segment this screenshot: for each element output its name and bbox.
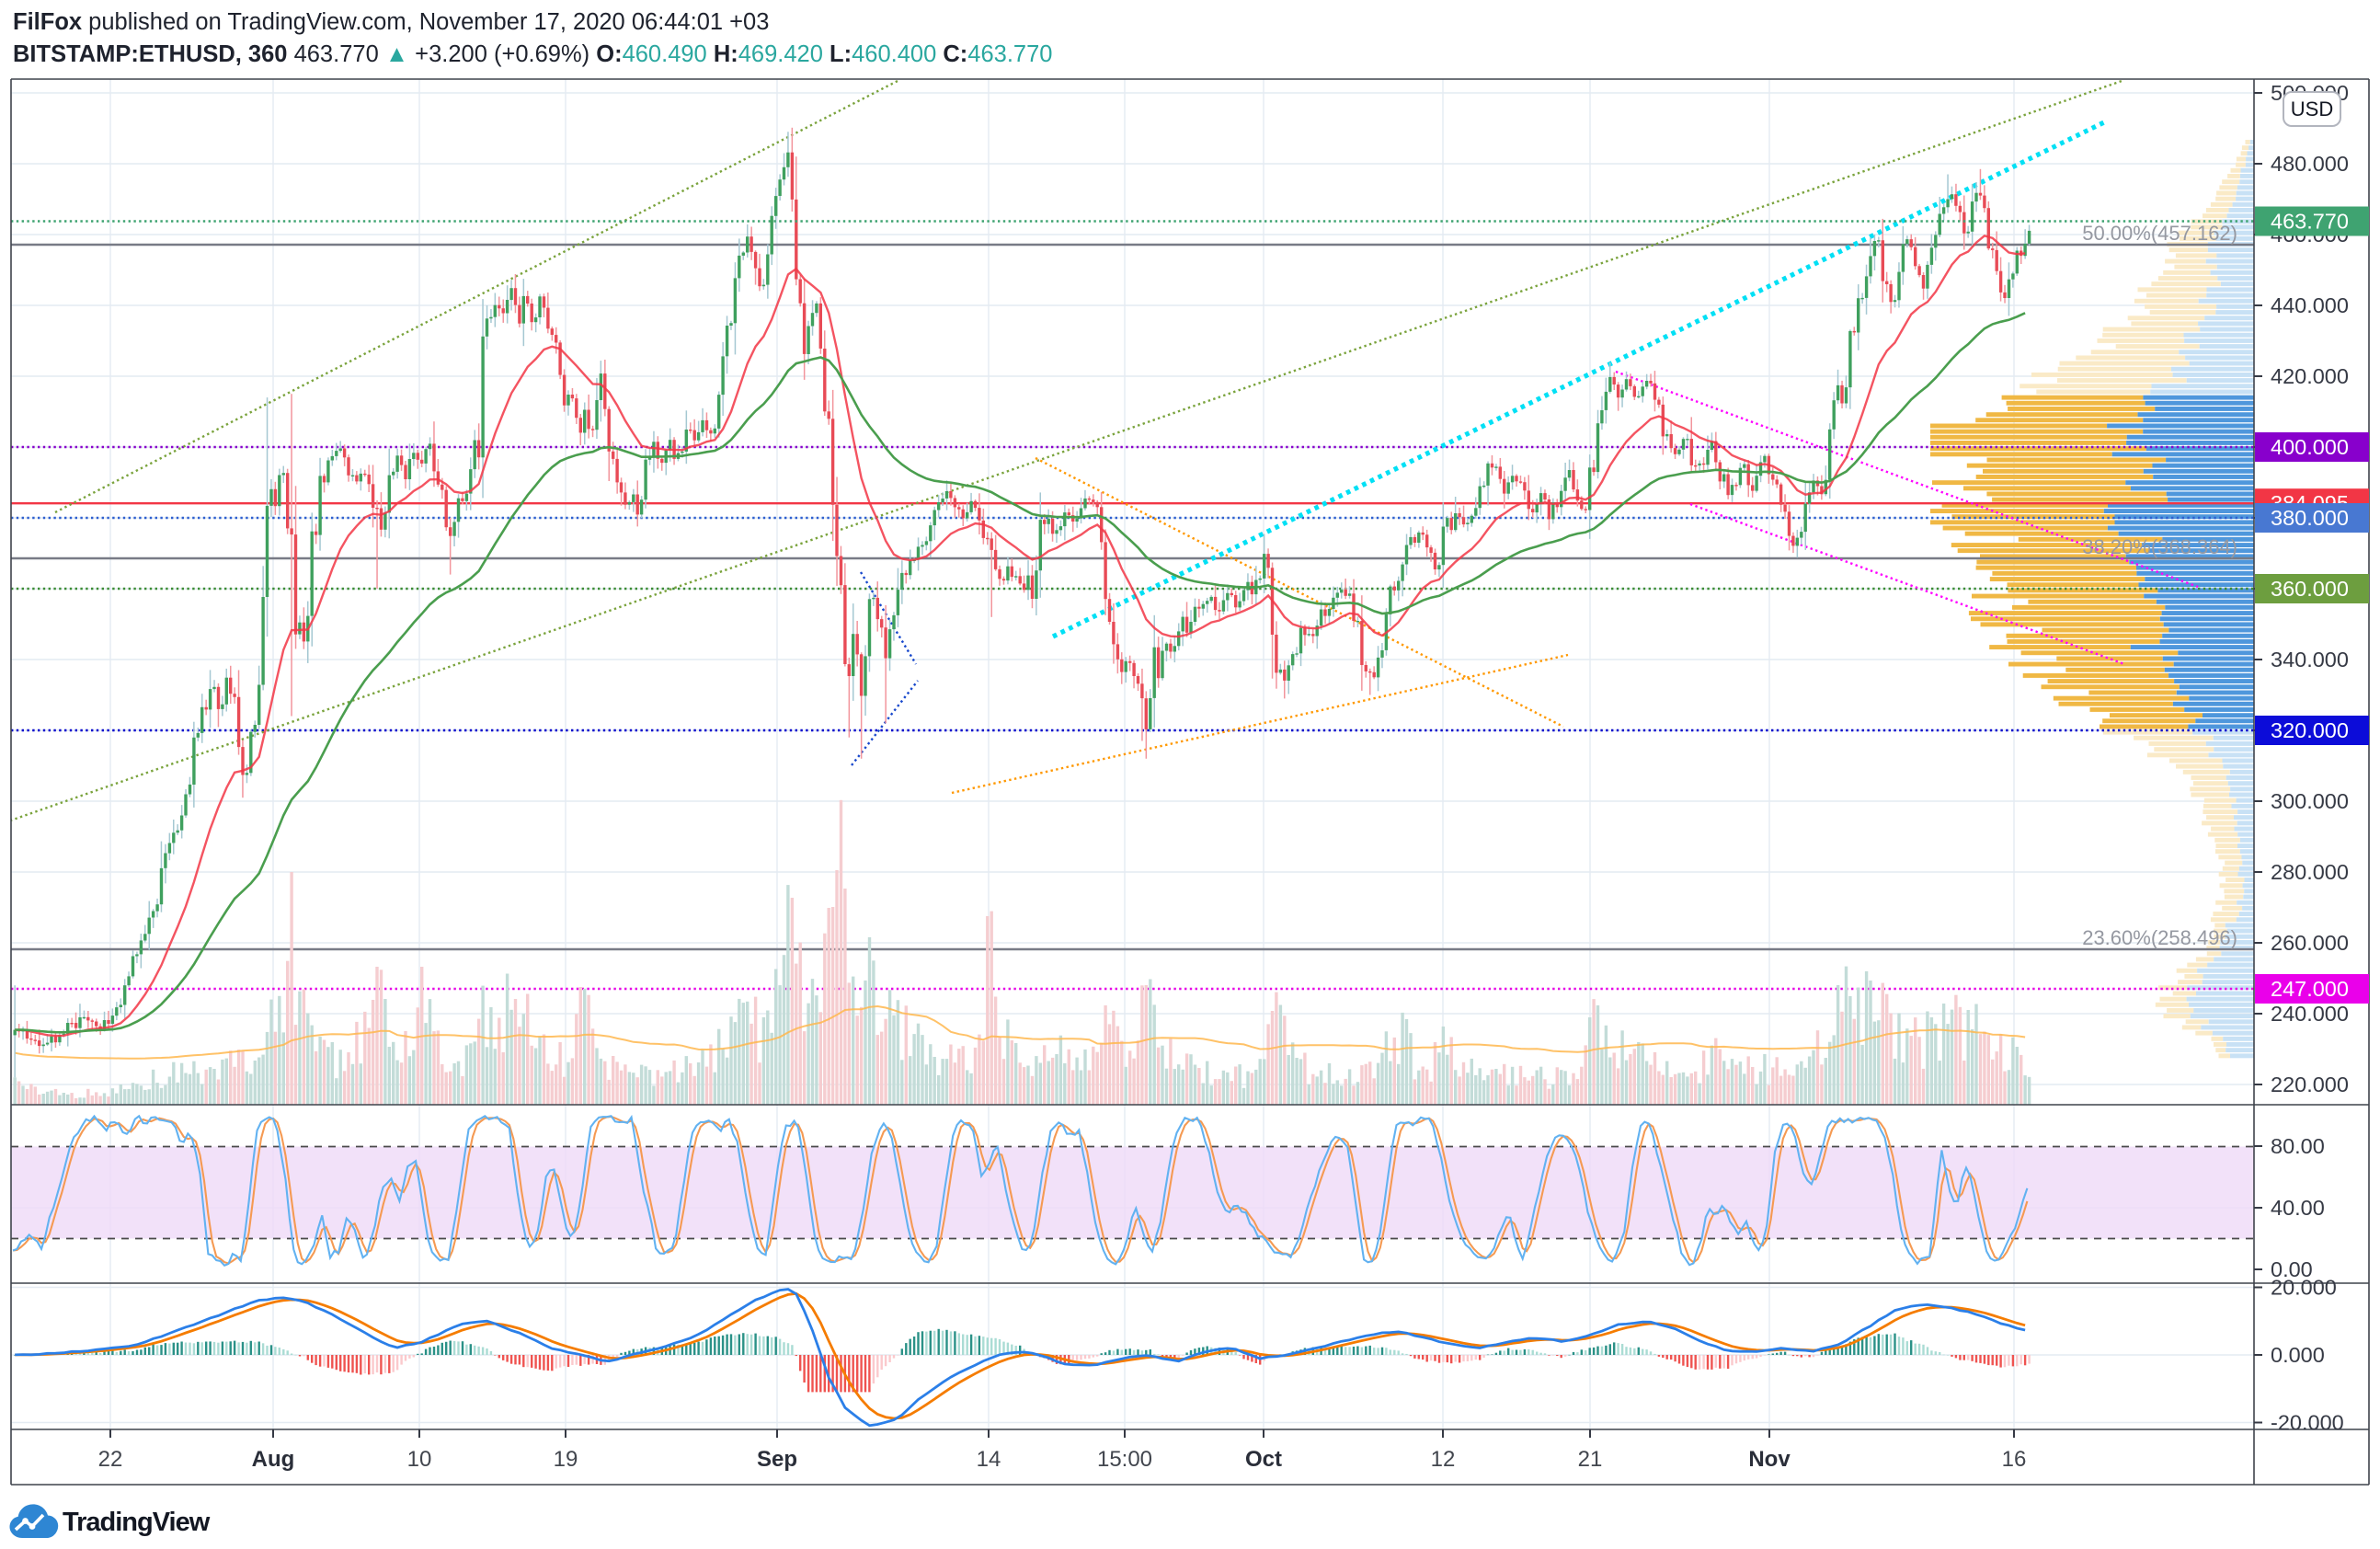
svg-text:80.00: 80.00 [2271,1134,2325,1158]
svg-text:USD: USD [2291,98,2333,120]
svg-text:Sep: Sep [757,1447,797,1472]
svg-text:360.000: 360.000 [2271,577,2349,601]
svg-text:463.770: 463.770 [2271,210,2349,234]
svg-text:21: 21 [1578,1447,1603,1472]
svg-text:380.000: 380.000 [2271,506,2349,530]
svg-text:Nov: Nov [1748,1447,1791,1472]
svg-text:260.000: 260.000 [2271,931,2349,955]
svg-text:FilFox published on TradingVie: FilFox published on TradingView.com, Nov… [13,9,769,35]
svg-text:TradingView: TradingView [63,1508,211,1537]
svg-text:-20.000: -20.000 [2271,1411,2344,1435]
svg-text:20.000: 20.000 [2271,1276,2337,1300]
svg-text:440.000: 440.000 [2271,293,2349,317]
svg-text:420.000: 420.000 [2271,364,2349,388]
svg-text:400.000: 400.000 [2271,435,2349,459]
svg-text:15:00: 15:00 [1097,1447,1152,1472]
svg-text:480.000: 480.000 [2271,152,2349,176]
svg-text:0.00: 0.00 [2271,1257,2313,1281]
svg-text:300.000: 300.000 [2271,789,2349,813]
svg-text:50.00%(457.162): 50.00%(457.162) [2082,222,2237,245]
svg-text:Aug: Aug [252,1447,295,1472]
svg-text:240.000: 240.000 [2271,1002,2349,1026]
svg-text:40.00: 40.00 [2271,1196,2325,1220]
svg-text:220.000: 220.000 [2271,1073,2349,1096]
svg-text:38.20%(368.364): 38.20%(368.364) [2082,535,2237,558]
svg-text:BITSTAMP:ETHUSD, 360 463.770 ▲: BITSTAMP:ETHUSD, 360 463.770 ▲ +3.200 (+… [13,41,1052,67]
svg-text:23.60%(258.496): 23.60%(258.496) [2082,926,2237,949]
svg-text:247.000: 247.000 [2271,977,2349,1001]
svg-text:340.000: 340.000 [2271,648,2349,671]
svg-text:12: 12 [1431,1447,1456,1472]
svg-text:0.000: 0.000 [2271,1343,2325,1367]
svg-text:22: 22 [98,1447,123,1472]
svg-text:16: 16 [2002,1447,2027,1472]
svg-text:19: 19 [554,1447,578,1472]
svg-text:280.000: 280.000 [2271,860,2349,884]
svg-text:10: 10 [407,1447,432,1472]
svg-text:320.000: 320.000 [2271,718,2349,742]
svg-text:Oct: Oct [1245,1447,1282,1472]
svg-text:14: 14 [977,1447,1001,1472]
